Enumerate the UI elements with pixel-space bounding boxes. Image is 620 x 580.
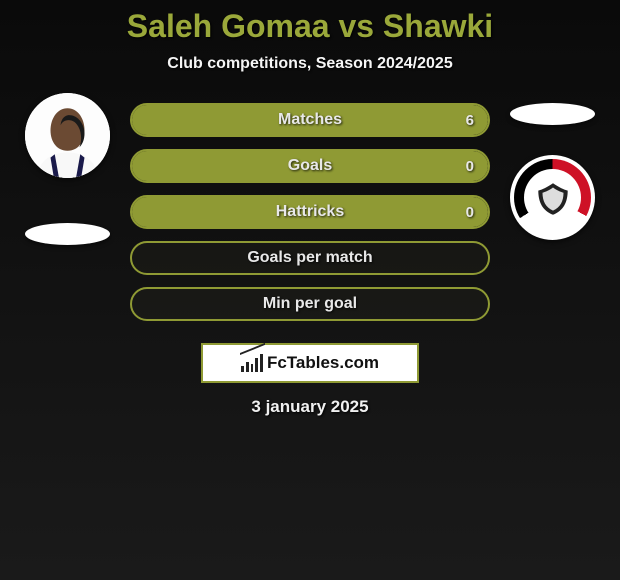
player-right-avatar-oval bbox=[510, 103, 595, 125]
logo-text: FcTables.com bbox=[267, 353, 379, 373]
comparison-area: Matches 6 Goals 0 Hattricks 0 bbox=[0, 103, 620, 321]
stat-label: Goals bbox=[288, 157, 332, 175]
stat-value-right: 0 bbox=[466, 158, 474, 175]
player-left-avatar bbox=[25, 93, 110, 178]
stat-label: Min per goal bbox=[263, 295, 357, 313]
subtitle: Club competitions, Season 2024/2025 bbox=[0, 55, 620, 73]
stat-value-right: 0 bbox=[466, 204, 474, 221]
page-title: Saleh Gomaa vs Shawki bbox=[0, 8, 620, 45]
stat-label: Matches bbox=[278, 111, 342, 129]
stats-column: Matches 6 Goals 0 Hattricks 0 bbox=[130, 103, 490, 321]
stat-row-mpg: Min per goal bbox=[130, 287, 490, 321]
player-right-club-crest bbox=[510, 155, 595, 240]
stat-row-hattricks: Hattricks 0 bbox=[130, 195, 490, 229]
crest-inner bbox=[524, 169, 581, 226]
stat-value-right: 6 bbox=[466, 112, 474, 129]
stat-row-goals: Goals 0 bbox=[130, 149, 490, 183]
logo-chart-icon bbox=[241, 354, 263, 372]
stat-row-gpm: Goals per match bbox=[130, 241, 490, 275]
stat-label: Hattricks bbox=[276, 203, 344, 221]
stat-label: Goals per match bbox=[247, 249, 372, 267]
fctables-logo: FcTables.com bbox=[201, 343, 419, 383]
player-right-column bbox=[500, 103, 605, 240]
stat-row-matches: Matches 6 bbox=[130, 103, 490, 137]
date-text: 3 january 2025 bbox=[0, 397, 620, 417]
player-left-column bbox=[15, 103, 120, 245]
player-left-club-oval bbox=[25, 223, 110, 245]
